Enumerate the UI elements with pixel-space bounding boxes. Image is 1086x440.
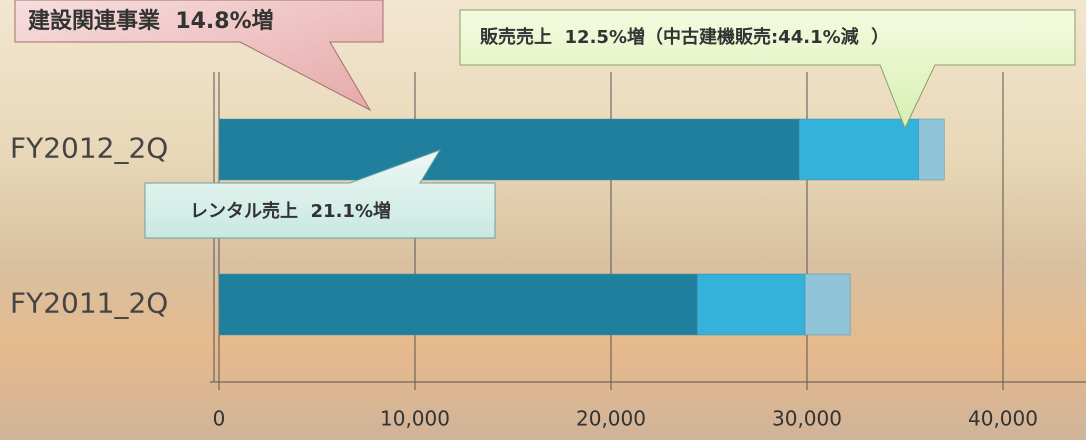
callout-text: 販売売上 12.5%増（中古建機販売:44.1%減 ）	[480, 26, 889, 48]
y-tick-label: FY2011_2Q	[10, 287, 168, 320]
x-tick-label: 30,000	[772, 407, 842, 431]
callout-text: レンタル売上 21.1%増	[190, 200, 391, 222]
callout-box	[459, 9, 1076, 130]
bar-segment	[804, 273, 851, 336]
bar-segment	[918, 118, 945, 181]
callout-text: 建設関連事業 14.8%増	[28, 8, 274, 34]
y-tick-label: FY2012_2Q	[10, 132, 168, 165]
x-tick-label: 40,000	[968, 407, 1038, 431]
x-tick-label: 0	[213, 407, 226, 431]
bar-segment	[218, 118, 800, 181]
x-tick-label: 10,000	[380, 407, 450, 431]
bar-segment	[218, 273, 698, 336]
callout-box	[144, 149, 496, 239]
callouts: 建設関連事業 14.8%増 販売売上 12.5%増（中古建機販売:44.1%減 …	[14, 0, 1076, 239]
callout-box	[14, 0, 384, 112]
plot-area: 0 10,000 20,000 30,000 40,000 FY2012_2Q FY2011…	[10, 72, 1086, 431]
bar-segment	[696, 273, 806, 336]
x-tick-label: 20,000	[576, 407, 646, 431]
bar-segment	[798, 118, 919, 181]
